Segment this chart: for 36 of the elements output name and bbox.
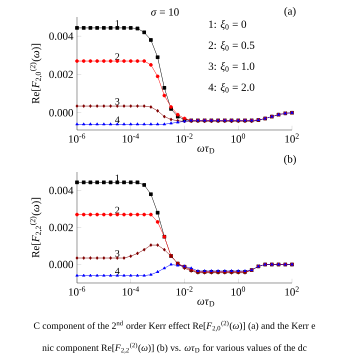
y-tick-label: 0.002	[49, 224, 73, 232]
annotation: 1: ξ$_{0}$ = 0	[209, 20, 246, 30]
annotation: 4: ξ$_{0}$ = 2.0	[208, 83, 254, 93]
y-tick-label: 0.000	[49, 109, 74, 116]
series-label: 3	[115, 250, 120, 257]
x-tick-label: 10$^{-4}$	[122, 286, 140, 296]
x-tick-label: 10$^{2}$	[285, 134, 299, 143]
text: (a)	[284, 7, 296, 17]
series-label: 4	[115, 268, 120, 274]
text: C component of the 2$^{nd}$ order Kerr effect Re[F$_{2,0}$$^{(2)}$(ω)] (a) and the Kerr e	[34, 320, 316, 332]
x-tick-label: 10$^{-2}$	[176, 286, 192, 296]
y-axis-title: Re[F$_{2,2}$$^{(2)}$(ω)]	[30, 198, 42, 258]
annotation: 3: ξ$_{0}$ = 1.0	[208, 62, 254, 72]
text: nic component Re[F$_{2,2}$$^{(2)}$(ω)] (b) vs. ωτ$_{D}$ for various values of the dc	[42, 342, 307, 354]
x-tick-label: 10$^{0}$	[232, 134, 246, 143]
x-tick-label: 10$^{-4}$	[122, 134, 140, 143]
y-tick-label: 0.004	[49, 32, 74, 40]
y-tick-label: 0.004	[49, 186, 74, 194]
x-tick-label: 10$^{-6}$	[69, 286, 86, 296]
series-label: 4	[115, 116, 120, 124]
series-label: 2	[115, 53, 120, 60]
annotation: 2: ξ$_{0}$ = 0.5	[208, 41, 254, 51]
y-tick-label: 0.002	[49, 70, 73, 78]
x-tick-label: 10$^{0}$	[232, 286, 246, 296]
text: σ = 10	[151, 8, 179, 16]
x-axis-title: ωτ$_{D}$	[197, 146, 214, 154]
series-label: 1	[116, 174, 120, 182]
series-label: 2	[115, 206, 120, 214]
text: (b)	[284, 155, 296, 165]
x-axis-title: ωτ$_{D}$	[197, 300, 214, 306]
x-tick-label: 10$^{2}$	[285, 286, 299, 296]
y-tick-label: 0.000	[49, 260, 74, 268]
x-tick-label: 10$^{-6}$	[69, 134, 86, 143]
x-tick-label: 10$^{-2}$	[176, 134, 192, 143]
y-axis-title: Re[F$_{2,0}$$^{(2)}$(ω)]	[30, 44, 42, 104]
series-label: 3	[115, 98, 120, 105]
